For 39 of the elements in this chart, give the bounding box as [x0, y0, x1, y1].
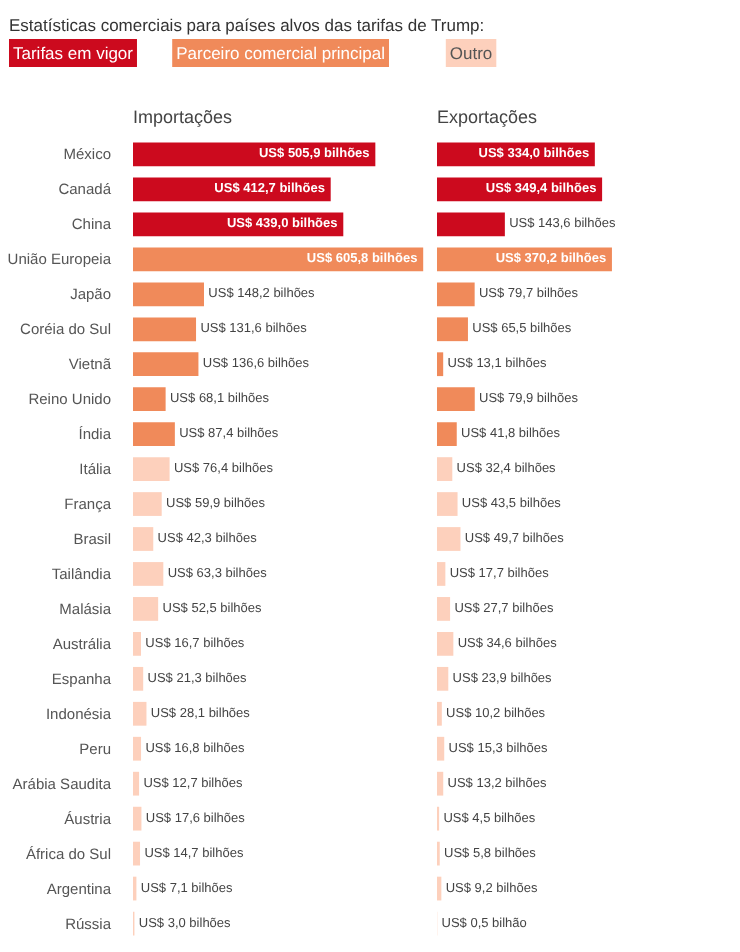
- bar: [133, 597, 159, 621]
- bar: [133, 806, 142, 831]
- bar: [133, 422, 175, 447]
- bar: [437, 492, 458, 516]
- bar: [437, 387, 475, 412]
- bar: [437, 317, 468, 342]
- bar: [437, 422, 457, 447]
- bar: [133, 701, 147, 726]
- text: Parceiro comercial principal: [176, 43, 386, 63]
- bar: [133, 771, 140, 796]
- bar: [437, 771, 444, 796]
- bar: [133, 247, 424, 272]
- bar: [133, 492, 162, 516]
- chart-title: Estatísticas comerciais para países alvos das tarifas de Trump:: [9, 15, 485, 35]
- bar: [133, 387, 166, 412]
- bar: [133, 352, 199, 377]
- bar: [133, 457, 170, 481]
- text: Tarifas em vigor: [13, 43, 134, 63]
- bar: [437, 631, 454, 656]
- bar: [133, 317, 197, 342]
- bar: [133, 841, 141, 866]
- bar: [437, 527, 461, 551]
- chart-subtitle: Exportações: [437, 107, 539, 127]
- bar: [437, 736, 445, 761]
- bar: [133, 736, 142, 761]
- bar: [133, 562, 164, 586]
- bar: [133, 631, 141, 656]
- bar: [437, 457, 453, 481]
- bar: [133, 666, 144, 691]
- bar: [437, 597, 451, 621]
- text: Outro: [449, 43, 493, 63]
- bar: [133, 282, 204, 307]
- bar: [437, 212, 505, 237]
- chart-subtitle: Importações: [133, 107, 234, 127]
- bar: [437, 352, 444, 377]
- bar: [437, 282, 475, 307]
- bar: [437, 562, 446, 586]
- bar: [437, 666, 449, 691]
- bar: [133, 527, 154, 551]
